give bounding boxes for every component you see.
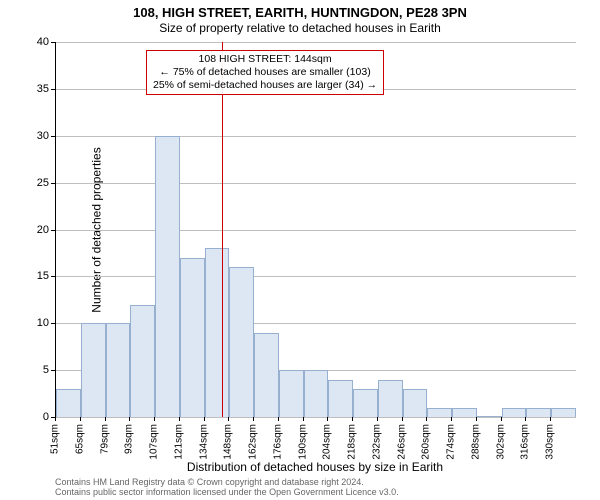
gridline-h bbox=[56, 42, 576, 43]
ytick-label: 35 bbox=[19, 83, 49, 95]
histogram-bar bbox=[106, 323, 131, 417]
chart-title: 108, HIGH STREET, EARITH, HUNTINGDON, PE… bbox=[0, 6, 600, 20]
ytick-label: 0 bbox=[19, 411, 49, 423]
annotation-line-2: ← 75% of detached houses are smaller (10… bbox=[153, 66, 377, 79]
histogram-bar bbox=[229, 267, 254, 417]
histogram-bar bbox=[353, 389, 378, 417]
xtick-label: 65sqm bbox=[74, 424, 85, 454]
xtick-mark bbox=[80, 417, 81, 421]
property-size-histogram: 108, HIGH STREET, EARITH, HUNTINGDON, PE… bbox=[0, 0, 600, 500]
xtick-mark bbox=[204, 417, 205, 421]
xtick-mark bbox=[501, 417, 502, 421]
xtick-label: 107sqm bbox=[149, 424, 160, 460]
histogram-bar bbox=[81, 323, 106, 417]
xtick-label: 51sqm bbox=[50, 424, 61, 454]
xtick-mark bbox=[352, 417, 353, 421]
xtick-mark bbox=[179, 417, 180, 421]
histogram-bar bbox=[254, 333, 279, 417]
xtick-mark bbox=[426, 417, 427, 421]
ytick-label: 10 bbox=[19, 317, 49, 329]
xtick-label: 316sqm bbox=[520, 424, 531, 460]
xtick-mark bbox=[303, 417, 304, 421]
xtick-mark bbox=[327, 417, 328, 421]
annotation-line-3: 25% of semi-detached houses are larger (… bbox=[153, 79, 377, 92]
xtick-mark bbox=[377, 417, 378, 421]
xtick-label: 79sqm bbox=[99, 424, 110, 454]
xtick-label: 260sqm bbox=[421, 424, 432, 460]
xtick-label: 190sqm bbox=[297, 424, 308, 460]
footnote-line-2: Contains public sector information licen… bbox=[55, 488, 399, 498]
xtick-label: 302sqm bbox=[495, 424, 506, 460]
xtick-label: 121sqm bbox=[173, 424, 184, 460]
xtick-mark bbox=[451, 417, 452, 421]
xtick-mark bbox=[55, 417, 56, 421]
annotation-box: 108 HIGH STREET: 144sqm← 75% of detached… bbox=[146, 50, 384, 95]
xtick-mark bbox=[278, 417, 279, 421]
histogram-bar bbox=[205, 248, 230, 417]
xtick-mark bbox=[105, 417, 106, 421]
histogram-bar bbox=[304, 370, 329, 417]
xtick-mark bbox=[129, 417, 130, 421]
histogram-bar bbox=[130, 305, 155, 418]
xtick-mark bbox=[550, 417, 551, 421]
xtick-label: 274sqm bbox=[446, 424, 457, 460]
histogram-bar bbox=[452, 408, 477, 417]
ytick-label: 40 bbox=[19, 36, 49, 48]
histogram-bar bbox=[526, 408, 551, 417]
histogram-bar bbox=[328, 380, 353, 418]
xtick-label: 288sqm bbox=[470, 424, 481, 460]
histogram-bar bbox=[56, 389, 81, 417]
gridline-h bbox=[56, 230, 576, 231]
chart-subtitle: Size of property relative to detached ho… bbox=[0, 22, 600, 35]
histogram-bar bbox=[180, 258, 205, 417]
xtick-mark bbox=[154, 417, 155, 421]
gridline-h bbox=[56, 183, 576, 184]
xtick-mark bbox=[476, 417, 477, 421]
histogram-bar bbox=[155, 136, 180, 417]
xtick-label: 232sqm bbox=[371, 424, 382, 460]
reference-vline bbox=[222, 42, 223, 417]
ytick-label: 20 bbox=[19, 224, 49, 236]
xtick-mark bbox=[402, 417, 403, 421]
xtick-label: 204sqm bbox=[322, 424, 333, 460]
xtick-label: 162sqm bbox=[248, 424, 259, 460]
histogram-bar bbox=[403, 389, 428, 417]
xtick-mark bbox=[253, 417, 254, 421]
histogram-bar bbox=[427, 408, 452, 417]
x-axis-label: Distribution of detached houses by size … bbox=[55, 460, 575, 474]
xtick-mark bbox=[525, 417, 526, 421]
chart-footnote: Contains HM Land Registry data © Crown c… bbox=[55, 478, 399, 498]
gridline-h bbox=[56, 417, 576, 418]
xtick-label: 246sqm bbox=[396, 424, 407, 460]
histogram-bar bbox=[279, 370, 304, 417]
ytick-label: 25 bbox=[19, 177, 49, 189]
ytick-label: 5 bbox=[19, 364, 49, 376]
gridline-h bbox=[56, 276, 576, 277]
xtick-label: 330sqm bbox=[545, 424, 556, 460]
histogram-bar bbox=[551, 408, 576, 417]
xtick-label: 93sqm bbox=[124, 424, 135, 454]
xtick-label: 218sqm bbox=[347, 424, 358, 460]
histogram-bar bbox=[477, 416, 502, 417]
histogram-bar bbox=[502, 408, 527, 417]
xtick-label: 148sqm bbox=[223, 424, 234, 460]
xtick-mark bbox=[228, 417, 229, 421]
xtick-label: 176sqm bbox=[272, 424, 283, 460]
xtick-label: 134sqm bbox=[198, 424, 209, 460]
gridline-h bbox=[56, 136, 576, 137]
ytick-label: 30 bbox=[19, 130, 49, 142]
plot-area: 108 HIGH STREET: 144sqm← 75% of detached… bbox=[55, 42, 576, 418]
annotation-line-1: 108 HIGH STREET: 144sqm bbox=[153, 53, 377, 66]
ytick-label: 15 bbox=[19, 270, 49, 282]
histogram-bar bbox=[378, 380, 403, 418]
